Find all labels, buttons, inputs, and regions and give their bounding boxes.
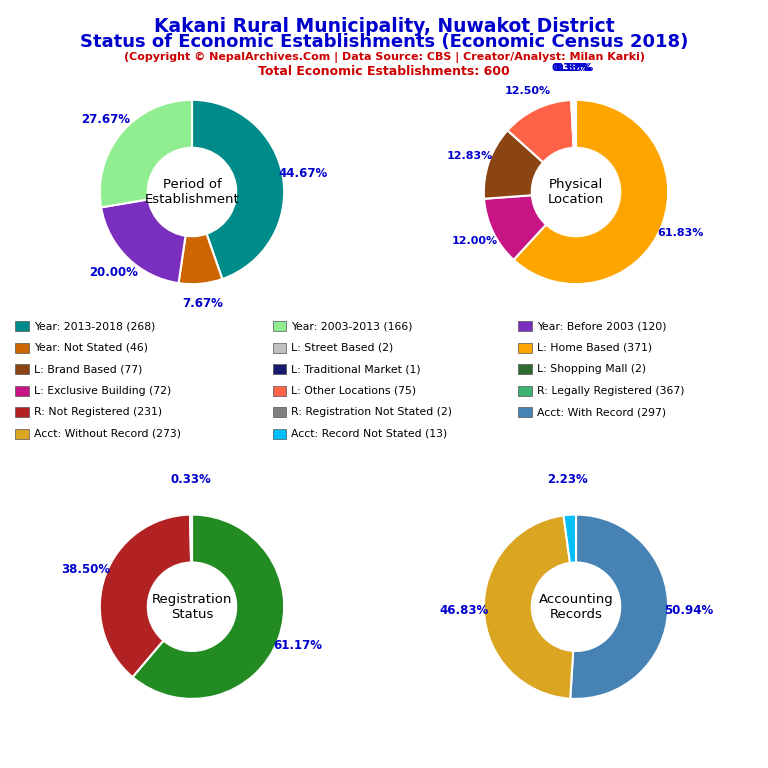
Wedge shape: [573, 100, 575, 147]
Wedge shape: [564, 515, 576, 563]
Text: 38.50%: 38.50%: [61, 563, 111, 576]
Text: 12.00%: 12.00%: [452, 236, 498, 246]
Wedge shape: [484, 131, 543, 199]
Wedge shape: [514, 100, 668, 284]
Text: 0.33%: 0.33%: [551, 63, 590, 73]
Wedge shape: [101, 200, 186, 283]
Text: L: Shopping Mall (2): L: Shopping Mall (2): [537, 364, 646, 375]
Wedge shape: [484, 515, 573, 699]
Wedge shape: [484, 195, 546, 260]
Text: 20.00%: 20.00%: [89, 266, 137, 279]
Text: Status of Economic Establishments (Economic Census 2018): Status of Economic Establishments (Econo…: [80, 33, 688, 51]
Text: Total Economic Establishments: 600: Total Economic Establishments: 600: [258, 65, 510, 78]
Text: L: Traditional Market (1): L: Traditional Market (1): [291, 364, 421, 375]
Text: 2.23%: 2.23%: [547, 473, 588, 486]
Text: 0.33%: 0.33%: [555, 62, 594, 73]
Text: Acct: Without Record (273): Acct: Without Record (273): [34, 429, 180, 439]
Text: 0.17%: 0.17%: [554, 63, 592, 73]
Text: 61.17%: 61.17%: [273, 639, 322, 652]
Wedge shape: [190, 515, 192, 562]
Wedge shape: [570, 515, 668, 699]
Wedge shape: [133, 515, 284, 699]
Wedge shape: [192, 100, 284, 279]
Text: R: Not Registered (231): R: Not Registered (231): [34, 407, 162, 418]
Text: Year: 2013-2018 (268): Year: 2013-2018 (268): [34, 321, 155, 332]
Text: L: Brand Based (77): L: Brand Based (77): [34, 364, 142, 375]
Text: Acct: With Record (297): Acct: With Record (297): [537, 407, 666, 418]
Text: L: Street Based (2): L: Street Based (2): [291, 343, 393, 353]
Text: 0.33%: 0.33%: [170, 473, 211, 486]
Text: (Copyright © NepalArchives.Com | Data Source: CBS | Creator/Analyst: Milan Karki: (Copyright © NepalArchives.Com | Data So…: [124, 52, 644, 63]
Wedge shape: [178, 233, 222, 284]
Text: Physical
Location: Physical Location: [548, 178, 604, 206]
Text: 27.67%: 27.67%: [81, 113, 131, 126]
Text: R: Legally Registered (367): R: Legally Registered (367): [537, 386, 684, 396]
Text: 44.67%: 44.67%: [278, 167, 327, 180]
Wedge shape: [100, 515, 191, 677]
Wedge shape: [571, 100, 574, 147]
Text: Accounting
Records: Accounting Records: [538, 593, 614, 621]
Text: L: Home Based (371): L: Home Based (371): [537, 343, 652, 353]
Text: Period of
Establishment: Period of Establishment: [144, 178, 240, 206]
Wedge shape: [508, 100, 574, 162]
Text: 12.50%: 12.50%: [505, 85, 551, 95]
Text: Year: Before 2003 (120): Year: Before 2003 (120): [537, 321, 667, 332]
Text: 7.67%: 7.67%: [182, 297, 223, 310]
Text: 12.83%: 12.83%: [446, 151, 493, 161]
Text: Acct: Record Not Stated (13): Acct: Record Not Stated (13): [291, 429, 447, 439]
Text: 46.83%: 46.83%: [439, 604, 488, 617]
Text: R: Registration Not Stated (2): R: Registration Not Stated (2): [291, 407, 452, 418]
Text: Year: Not Stated (46): Year: Not Stated (46): [34, 343, 147, 353]
Text: L: Other Locations (75): L: Other Locations (75): [291, 386, 416, 396]
Text: Registration
Status: Registration Status: [152, 593, 232, 621]
Text: 61.83%: 61.83%: [657, 228, 704, 238]
Wedge shape: [100, 100, 192, 207]
Text: Year: 2003-2013 (166): Year: 2003-2013 (166): [291, 321, 412, 332]
Text: L: Exclusive Building (72): L: Exclusive Building (72): [34, 386, 171, 396]
Wedge shape: [574, 100, 576, 147]
Text: 50.94%: 50.94%: [664, 604, 713, 617]
Text: Kakani Rural Municipality, Nuwakot District: Kakani Rural Municipality, Nuwakot Distr…: [154, 17, 614, 36]
